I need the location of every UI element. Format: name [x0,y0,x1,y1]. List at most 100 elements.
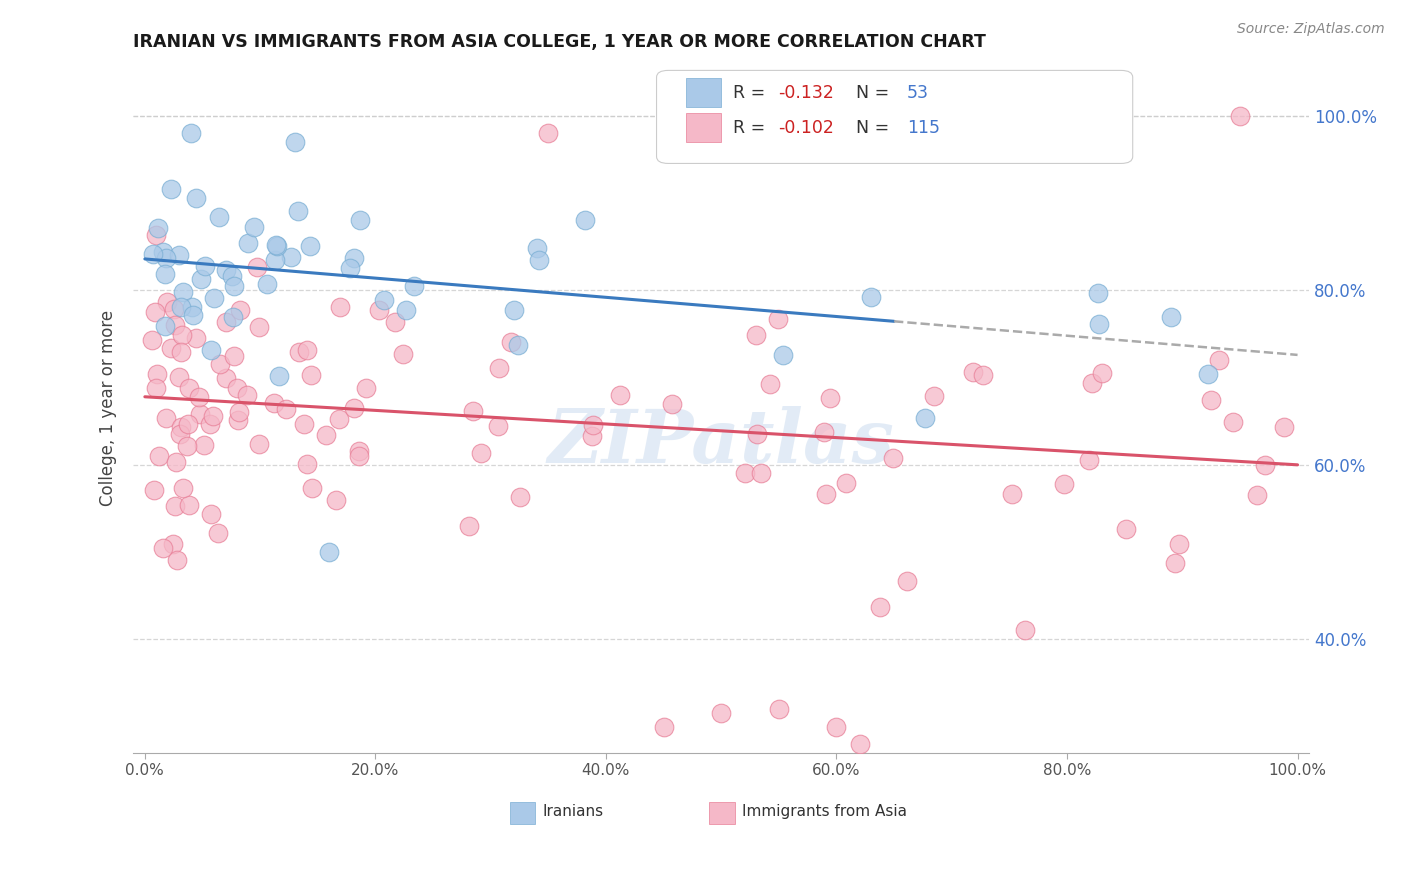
Point [207,210,229,224]
Point [457,519,479,533]
Point [825,720,848,734]
Point [202,409,225,424]
Point [153,318,176,333]
Point [373,293,395,308]
Point [148,450,170,464]
Point [228,303,250,318]
Point [146,367,169,381]
Point [815,487,838,501]
Point [170,420,193,434]
Point [1087,285,1109,300]
Point [924,389,946,403]
Point [187,390,209,404]
Point [169,426,191,441]
Point [160,342,183,356]
Point [766,312,789,326]
Point [328,411,350,425]
Point [155,251,177,265]
Point [177,417,200,432]
Point [184,331,207,345]
Point [1222,416,1244,430]
Point [1001,487,1024,501]
Point [488,419,510,434]
Point [526,241,548,255]
Point [1088,317,1111,331]
Point [269,368,291,383]
Point [170,345,193,359]
Point [1115,522,1137,536]
Point [759,376,782,391]
Point [264,238,287,252]
Point [914,410,936,425]
Text: Iranians: Iranians [543,804,603,819]
Point [1208,352,1230,367]
Text: N =: N = [856,119,896,136]
Point [1163,556,1185,570]
Point [1229,109,1251,123]
Point [962,365,984,379]
Point [609,388,631,402]
Point [179,381,201,395]
Point [249,320,271,334]
Point [165,455,187,469]
Point [200,507,222,521]
Point [170,301,193,315]
Point [221,269,243,284]
Point [301,481,323,495]
Point [581,417,603,432]
Point [972,368,994,383]
Point [749,466,772,480]
Point [266,239,288,253]
Point [488,361,510,376]
Text: ZIPatlas: ZIPatlas [548,407,894,479]
Point [145,305,167,319]
Point [200,343,222,357]
Point [162,302,184,317]
Point [152,541,174,555]
Point [574,213,596,227]
Point [834,475,856,490]
Point [339,260,361,275]
Point [284,135,307,149]
Point [343,401,366,415]
Point [177,498,200,512]
Point [848,737,870,751]
Point [152,245,174,260]
Point [349,443,371,458]
Point [202,292,225,306]
Point [1254,458,1277,473]
Point [508,337,530,351]
Point [295,458,318,472]
Point [1053,477,1076,491]
Point [463,404,485,418]
Text: R =: R = [733,119,770,136]
Point [1078,452,1101,467]
Point [156,295,179,310]
Point [176,439,198,453]
Point [193,438,215,452]
Point [349,213,371,227]
Point [537,126,560,140]
Point [142,247,165,261]
Point [315,427,337,442]
Point [1246,488,1268,502]
Point [288,345,311,359]
Point [299,239,322,253]
Point [153,267,176,281]
Point [509,490,531,504]
Point [190,272,212,286]
Point [166,553,188,567]
Point [141,333,163,347]
Point [247,437,270,451]
Point [813,425,835,439]
Point [1091,366,1114,380]
Point [325,493,347,508]
Point [747,426,769,441]
Point [188,407,211,421]
Point [228,405,250,419]
Point [292,417,315,431]
Text: Immigrants from Asia: Immigrants from Asia [742,804,907,819]
Point [180,126,202,140]
Point [167,370,190,384]
Text: IRANIAN VS IMMIGRANTS FROM ASIA COLLEGE, 1 YEAR OR MORE CORRELATION CHART: IRANIAN VS IMMIGRANTS FROM ASIA COLLEGE,… [134,33,986,51]
